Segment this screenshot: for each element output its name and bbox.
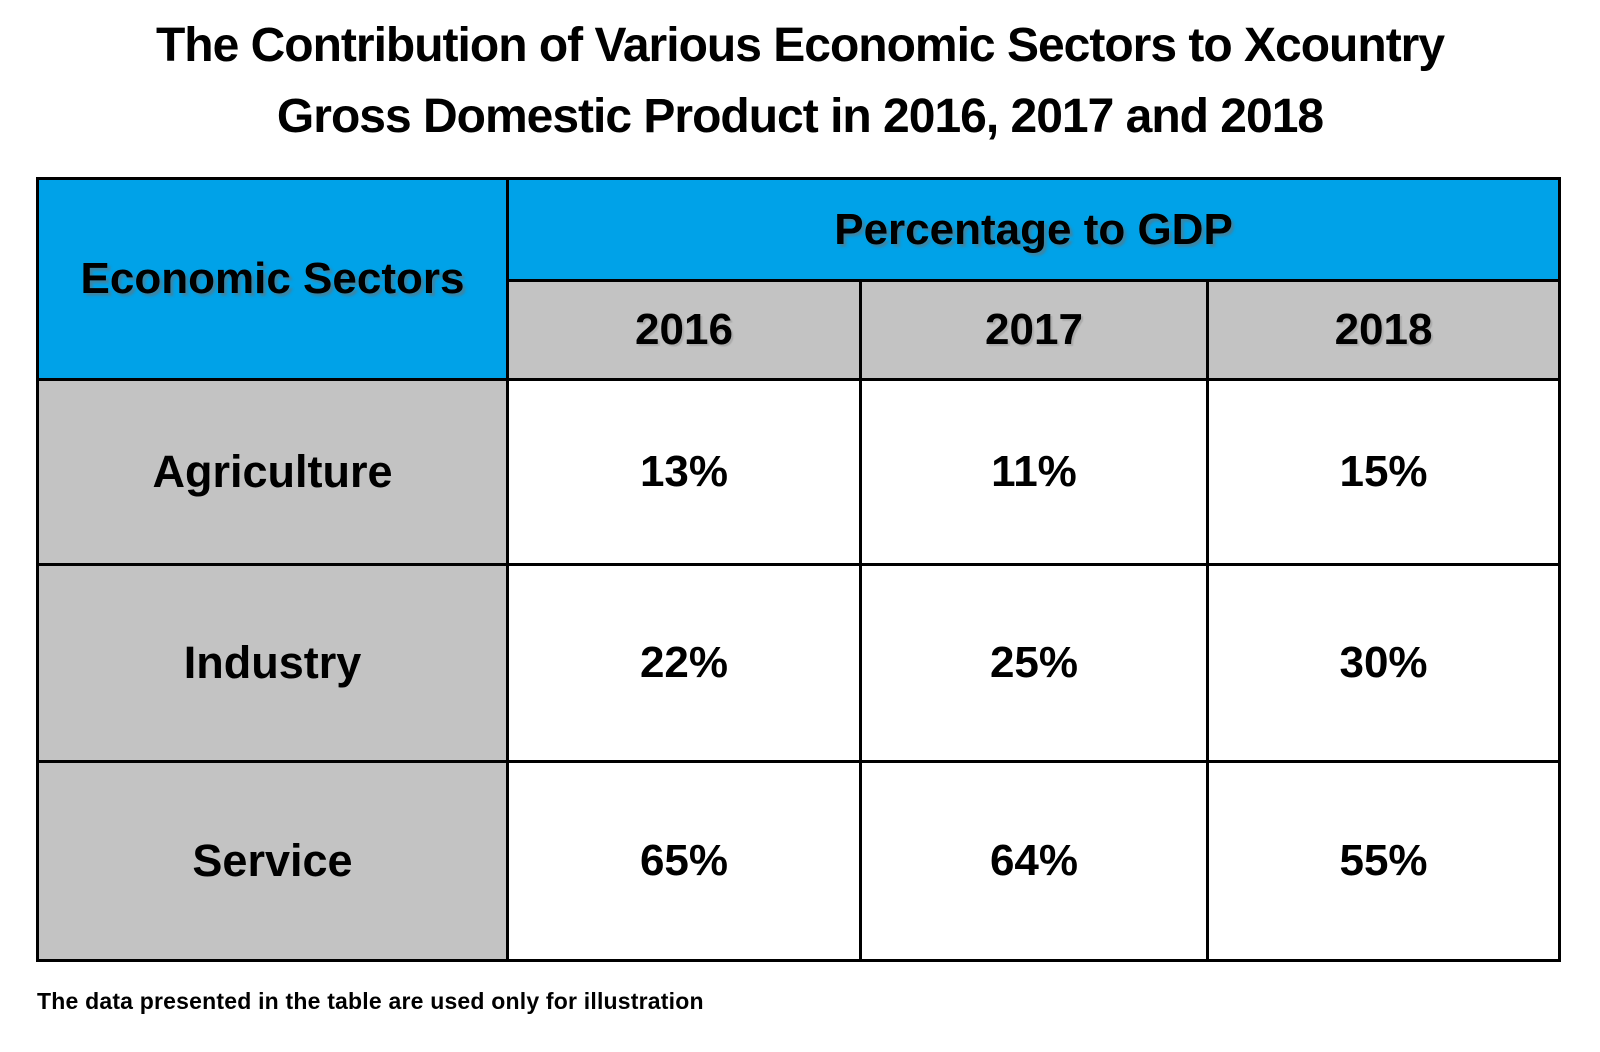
value-industry-2018: 30% [1205, 563, 1562, 763]
header-years-row: 2016 2017 2018 [38, 279, 1562, 381]
title-line-2: Gross Domestic Product in 2016, 2017 and… [276, 90, 1324, 143]
value-service-2018: 55% [1205, 760, 1562, 962]
value-agriculture-2018: 15% [1205, 378, 1562, 566]
sector-label-industry: Industry [36, 563, 509, 763]
footnote: The data presented in the table are used… [37, 988, 704, 1014]
value-service-2016: 65% [506, 760, 862, 962]
header-group-row: Economic Sectors Percentage to GDP [36, 177, 1562, 381]
value-industry-2016: 22% [506, 563, 862, 763]
table-row-service: Service 65% 64% 55% [36, 760, 1562, 962]
sector-label-service: Service [36, 760, 509, 962]
value-industry-2017: 25% [859, 563, 1209, 763]
sector-label-agriculture: Agriculture [36, 378, 509, 566]
header-percentage-to-gdp: Percentage to GDP [505, 177, 1562, 282]
gdp-table: Economic Sectors Percentage to GDP 2016 … [36, 177, 1562, 962]
header-year-2016: 2016 [506, 279, 862, 381]
header-year-2018: 2018 [1205, 279, 1562, 381]
value-service-2017: 64% [859, 760, 1209, 962]
value-agriculture-2016: 13% [506, 378, 862, 566]
chart-title: The Contribution of Various Economic Sec… [0, 10, 1600, 152]
table-row-industry: Industry 22% 25% 30% [36, 563, 1562, 763]
header-economic-sectors: Economic Sectors [36, 177, 509, 381]
header-year-2017: 2017 [859, 279, 1209, 381]
table-row-agriculture: Agriculture 13% 11% 15% [36, 378, 1562, 566]
value-agriculture-2017: 11% [859, 378, 1209, 566]
title-line-1: The Contribution of Various Economic Sec… [155, 19, 1445, 72]
